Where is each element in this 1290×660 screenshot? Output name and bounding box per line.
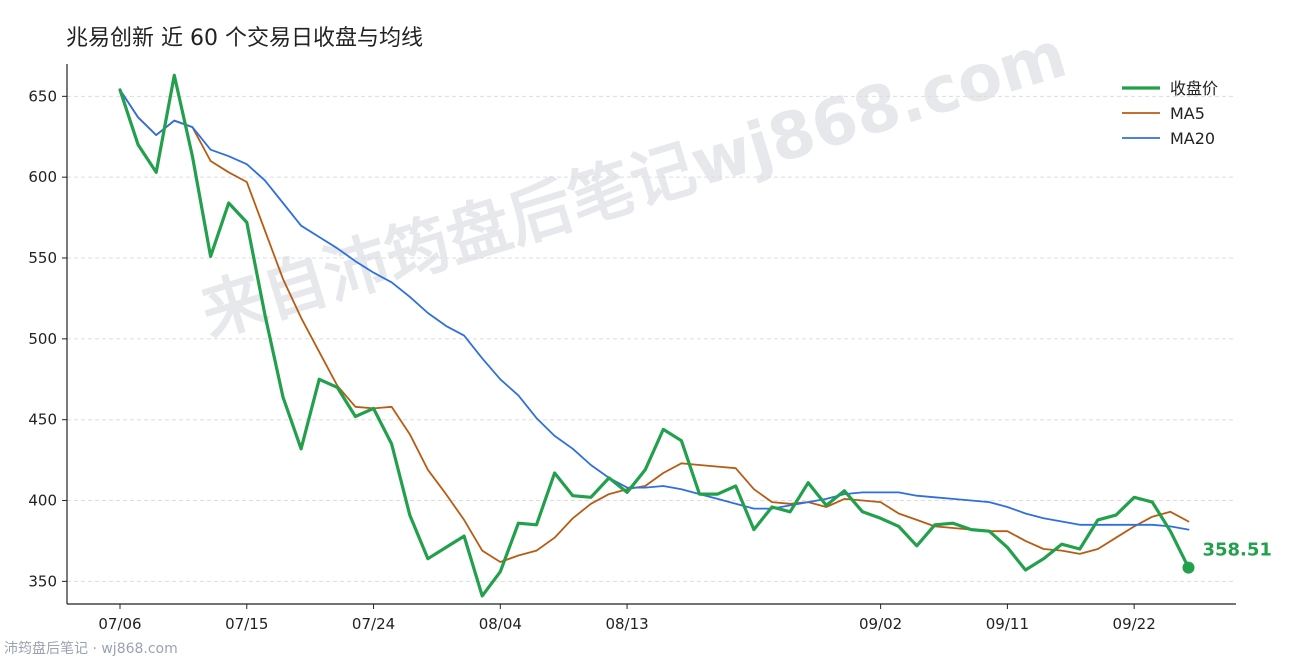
x-tick-label: 09/02 xyxy=(859,615,902,633)
series-line-ma5 xyxy=(119,89,1190,563)
y-tick-label: 500 xyxy=(28,330,57,348)
chart-title: 兆易创新 近 60 个交易日收盘与均线 xyxy=(66,26,423,51)
series-line-ma20 xyxy=(119,89,1190,531)
y-tick-label: 350 xyxy=(28,572,57,590)
grid-lines xyxy=(67,95,1236,582)
legend-label-close: 收盘价 xyxy=(1170,79,1218,98)
watermark-text: 来自沛筠盘后笔记wj868.com xyxy=(193,18,1075,352)
legend: 收盘价 MA5 MA20 xyxy=(1122,79,1218,148)
x-tick-label: 07/24 xyxy=(352,615,395,633)
axes: 350 400 450 500 550 600 650 07/06 07/15 07/24 08/0… xyxy=(28,64,1236,633)
series-lines xyxy=(118,73,1191,598)
y-tick-label: 600 xyxy=(28,168,57,186)
y-tick-label: 550 xyxy=(28,249,57,267)
y-tick-label: 400 xyxy=(28,492,57,510)
y-tick-label: 650 xyxy=(28,87,57,105)
x-tick-label: 09/22 xyxy=(1113,615,1156,633)
last-close-label: 358.51 xyxy=(1202,540,1271,561)
x-tick-label: 08/04 xyxy=(479,615,522,633)
footer-text: 沛筠盘后笔记 · wj868.com xyxy=(4,641,178,657)
y-tick-label: 450 xyxy=(28,411,57,429)
legend-label-ma20: MA20 xyxy=(1170,129,1215,148)
x-tick-label: 07/15 xyxy=(225,615,268,633)
series-line-close xyxy=(118,73,1191,598)
last-close-point xyxy=(1182,561,1195,574)
annotations: 358.51 xyxy=(1182,540,1272,574)
legend-label-ma5: MA5 xyxy=(1170,104,1205,123)
x-tick-label: 08/13 xyxy=(605,615,648,633)
x-tick-label: 09/11 xyxy=(986,615,1029,633)
x-tick-label: 07/06 xyxy=(98,615,141,633)
